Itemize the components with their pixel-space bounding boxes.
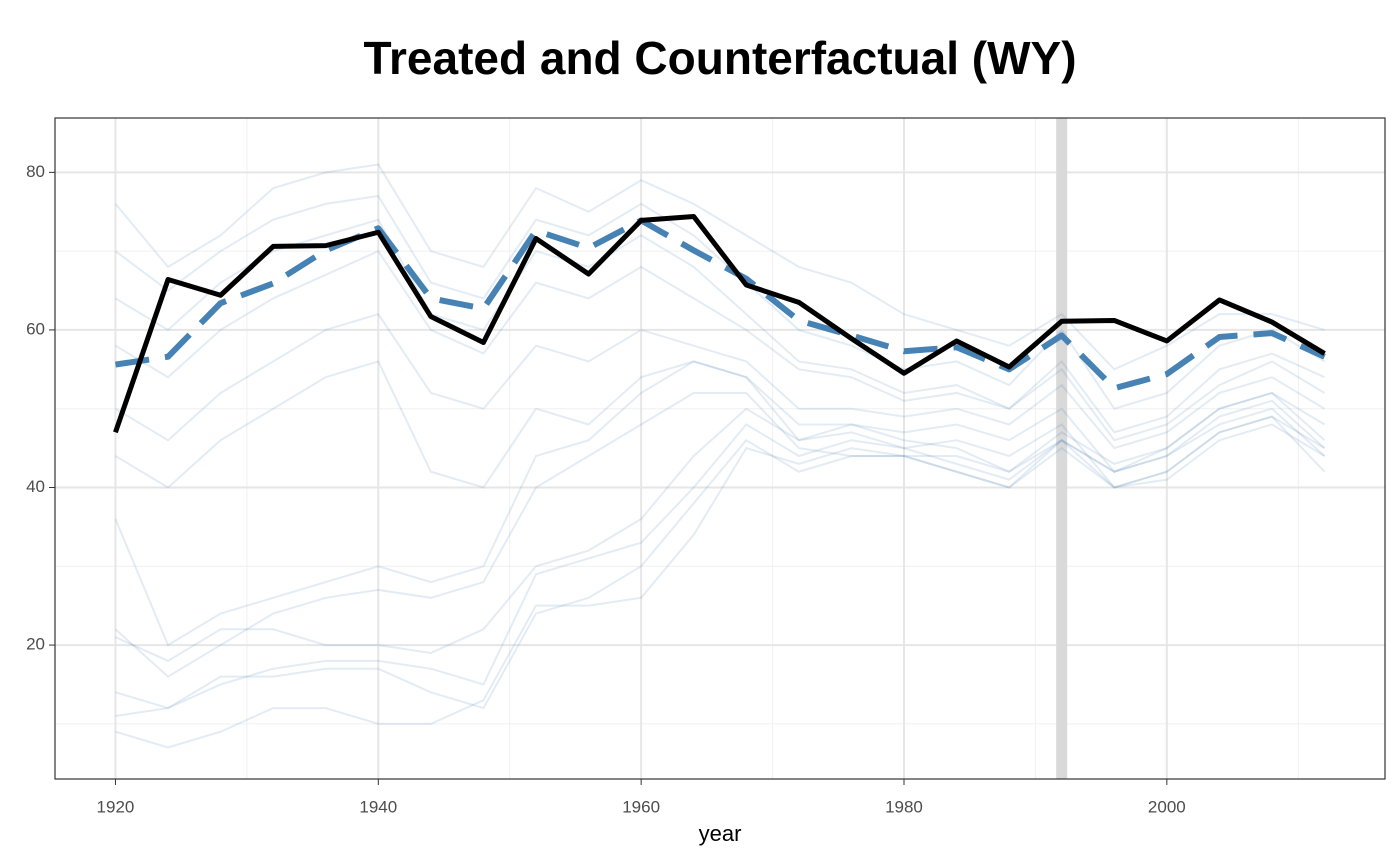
donor-line (114, 391, 1326, 678)
x-tick-label: 2000 (1148, 797, 1186, 816)
x-tick-label: 1920 (97, 797, 135, 816)
donor-line (114, 360, 1326, 647)
x-axis-label: year (699, 821, 742, 846)
series-line (113, 213, 1326, 434)
y-tick-label: 80 (26, 162, 45, 181)
donor-line (115, 407, 1326, 717)
y-tick-label: 20 (26, 635, 45, 654)
x-tick-label: 1960 (622, 797, 660, 816)
series-line (115, 217, 1326, 392)
y-tick-label: 40 (26, 477, 45, 496)
chart-title: Treated and Counterfactual (WY) (363, 32, 1076, 84)
y-tick-label: 60 (26, 319, 45, 338)
donor-line (114, 360, 1326, 489)
donor-line (114, 163, 1325, 371)
x-tick-label: 1980 (885, 797, 923, 816)
plot-background (55, 118, 1385, 779)
x-tick-label: 1940 (359, 797, 397, 816)
plot-border (54, 117, 1386, 780)
donor-line (114, 194, 1326, 410)
donor-line (115, 399, 1326, 710)
donor-line (115, 415, 1326, 749)
donor-line (114, 249, 1326, 442)
donor-line (114, 313, 1326, 450)
donor-line (115, 391, 1326, 662)
donor-line (114, 218, 1325, 434)
